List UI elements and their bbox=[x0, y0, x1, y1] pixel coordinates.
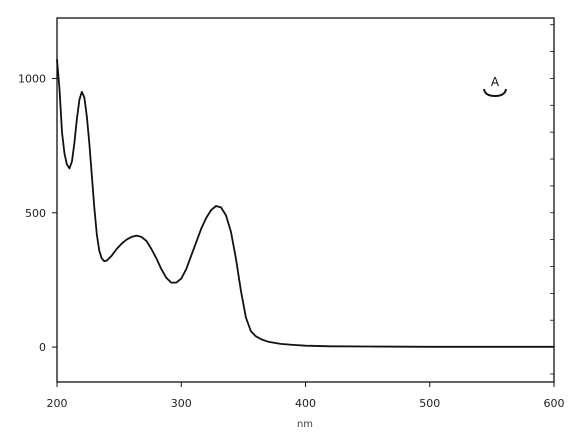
series-line-0 bbox=[56, 58, 555, 348]
y-tick-label: 1000 bbox=[18, 72, 46, 85]
x-tick-label: 300 bbox=[171, 397, 192, 410]
x-tick-label: 400 bbox=[295, 397, 316, 410]
annotation-bracket bbox=[483, 88, 507, 98]
plot-frame bbox=[56, 17, 555, 383]
tick-marks bbox=[52, 24, 555, 387]
series-group bbox=[56, 58, 555, 348]
tick-labels: 200 300 400 500 600 0 500 1000 bbox=[18, 72, 565, 410]
y-tick-label: 0 bbox=[39, 341, 46, 354]
y-tick-label: 500 bbox=[25, 207, 46, 220]
x-tick-label: 500 bbox=[419, 397, 440, 410]
x-tick-label: 200 bbox=[47, 397, 68, 410]
annotation-A: A bbox=[483, 75, 507, 98]
x-tick-label: 600 bbox=[544, 397, 565, 410]
x-axis-title: nm bbox=[297, 419, 313, 430]
annotation-label: A bbox=[491, 75, 500, 89]
